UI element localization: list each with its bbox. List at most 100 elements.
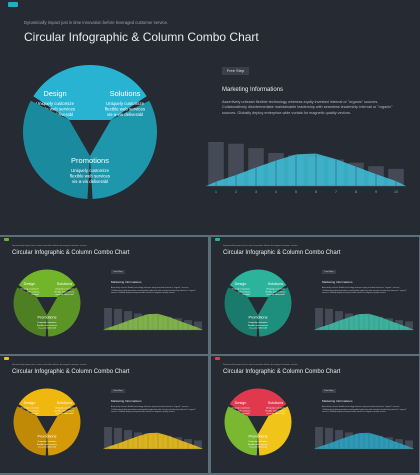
- segment-title: Promotions: [38, 435, 57, 439]
- segment-title: Promotions: [71, 156, 109, 165]
- segment-description: flexible web services: [54, 409, 75, 412]
- x-tick-label: 5: [295, 190, 297, 194]
- bar-3: [335, 430, 343, 449]
- pie-segment-3: [224, 406, 258, 456]
- bar-2: [325, 308, 333, 330]
- bar-10: [194, 440, 202, 449]
- segment-title: Solutions: [57, 401, 73, 405]
- pie-segment-1: [229, 269, 287, 297]
- page-number-badge: [215, 357, 220, 360]
- x-tick-label: 8: [355, 190, 357, 194]
- segment-description: flexible web services: [37, 324, 58, 327]
- x-tick-label: 1: [215, 190, 217, 194]
- bar-3: [124, 430, 132, 449]
- segment-title: Design: [24, 282, 36, 286]
- segment-description: Uniquely customize: [71, 168, 110, 173]
- segment-title: Promotions: [249, 435, 268, 439]
- segment-description: flexible web services: [265, 409, 286, 412]
- segment-description: Uniquely customize: [55, 288, 75, 291]
- segment-description: vis-a-vis deliverabl: [38, 327, 57, 330]
- slide-kicker: Dynamically impact just in time innovati…: [223, 364, 299, 366]
- slide-kicker: Dynamically impact just in time innovati…: [12, 364, 88, 366]
- segment-description: flexible web services: [54, 290, 75, 293]
- segment-description: Uniquely customize: [20, 288, 40, 291]
- slide-title: Circular Infographic & Column Combo Char…: [223, 369, 341, 375]
- info-body: Assertively unleash flexible technology …: [111, 287, 196, 295]
- segment-title: Solutions: [268, 401, 284, 405]
- segment-description: Uniquely customize: [38, 321, 58, 324]
- pie-segment-1: [18, 269, 76, 297]
- segment-description: vis-a-vis deliverabl: [72, 179, 108, 184]
- segment-description: flexible web services: [105, 107, 146, 112]
- step-badge: Free Step: [322, 270, 336, 274]
- slide-title: Circular Infographic & Column Combo Char…: [24, 30, 259, 44]
- segment-description: flexible web services: [19, 409, 40, 412]
- info-title: Marketing Informations: [322, 399, 353, 403]
- slide-title: Circular Infographic & Column Combo Char…: [12, 250, 130, 256]
- segment-description: vis-a-vis deliverabl: [56, 412, 75, 415]
- segment-description: Uniquely customize: [36, 101, 75, 106]
- bar-2: [325, 427, 333, 449]
- segment-description: flexible web services: [19, 290, 40, 293]
- segment-title: Solutions: [110, 89, 141, 98]
- bar-1: [208, 142, 224, 186]
- pie-segment-1: [33, 65, 147, 120]
- bar-1: [315, 308, 323, 330]
- pie-segment-3: [13, 287, 48, 337]
- segment-description: Uniquely customize: [106, 101, 145, 106]
- x-tick-label: 9: [375, 190, 377, 194]
- segment-description: vis-a-vis deliverabl: [249, 327, 268, 330]
- main-slide[interactable]: Dynamically impact just in time innovati…: [0, 0, 420, 235]
- pie-segment-1: [18, 388, 76, 416]
- segment-description: Uniquely customize: [249, 321, 269, 324]
- page-number-badge: [8, 2, 18, 7]
- slide-kicker: Dynamically impact just in time innovati…: [223, 245, 299, 247]
- segment-description: vis-a-vis deliverabl: [56, 293, 75, 296]
- slide-title: Circular Infographic & Column Combo Char…: [12, 369, 130, 375]
- info-title: Marketing Informations: [111, 280, 142, 284]
- segment-title: Promotions: [249, 316, 268, 320]
- bar-10: [405, 440, 413, 449]
- x-tick-label: 4: [275, 190, 277, 194]
- slide-thumbnail-multicolor[interactable]: Dynamically impact just in time innovati…: [211, 356, 419, 473]
- segment-description: Uniquely customize: [38, 440, 58, 443]
- bar-10: [194, 321, 202, 330]
- x-tick-label: 3: [255, 190, 257, 194]
- segment-description: flexible web services: [35, 107, 76, 112]
- slide-thumbnail-yellow[interactable]: Dynamically impact just in time innovati…: [0, 356, 208, 473]
- column-combo-chart: [314, 308, 414, 331]
- pie-segment-2: [47, 406, 81, 456]
- segment-title: Design: [43, 89, 66, 98]
- segment-description: flexible web services: [37, 443, 58, 446]
- info-title: Marketing Informations: [322, 280, 353, 284]
- x-tick-label: 6: [315, 190, 317, 194]
- slide-title: Circular Infographic & Column Combo Char…: [223, 250, 341, 256]
- column-combo-chart: 1 2 3 4 5 6 7 8 9 10: [206, 142, 406, 194]
- slide-thumbnail-teal[interactable]: Dynamically impact just in time innovati…: [211, 237, 419, 354]
- step-badge: Free Step: [222, 67, 249, 75]
- info-title: Marketing Informations: [222, 87, 284, 93]
- segment-description: flexible web services: [265, 290, 286, 293]
- bar-2: [114, 308, 122, 330]
- segment-description: Uniquely customize: [266, 288, 286, 291]
- x-tick-label: 7: [335, 190, 337, 194]
- bar-1: [104, 427, 112, 449]
- bar-2: [114, 427, 122, 449]
- segment-title: Design: [24, 401, 36, 405]
- info-body: Assertively unleash flexible technology …: [222, 100, 393, 115]
- page-number-badge: [215, 238, 220, 241]
- segment-description: Uniquely customize: [20, 407, 40, 410]
- segment-description: Uniquely customize: [249, 440, 269, 443]
- slide-thumbnail-green[interactable]: Dynamically impact just in time innovati…: [0, 237, 208, 354]
- segment-description: flexible web services: [70, 174, 111, 179]
- info-body: Assertively unleash flexible technology …: [322, 406, 407, 414]
- bar-1: [315, 427, 323, 449]
- pie-segment-3: [13, 406, 48, 456]
- column-combo-chart: [314, 427, 414, 450]
- bar-3: [335, 311, 343, 330]
- segment-description: vis-a-vis deliverabl: [38, 446, 57, 449]
